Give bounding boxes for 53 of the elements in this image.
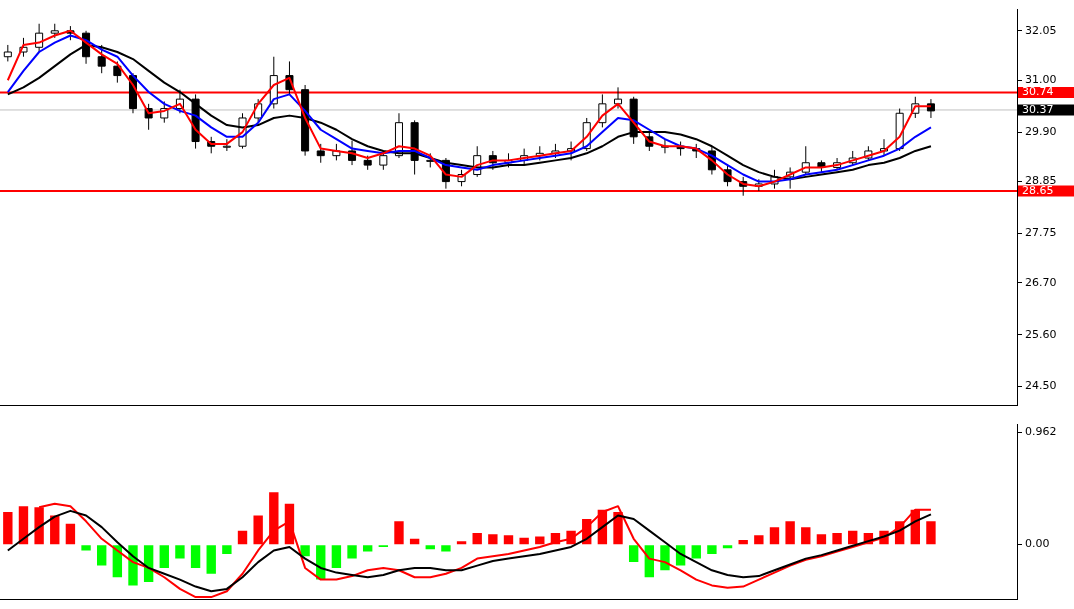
- bar: [488, 534, 498, 545]
- bar: [206, 545, 216, 574]
- bar: [50, 515, 60, 545]
- bar: [801, 527, 811, 545]
- bar: [926, 521, 936, 545]
- bar: [81, 545, 91, 551]
- bar: [362, 545, 373, 552]
- bar: [472, 532, 482, 545]
- bar: [832, 532, 842, 545]
- y-tick-label: 31.00: [1025, 73, 1057, 87]
- bar: [848, 530, 858, 545]
- bar: [707, 545, 717, 554]
- bar: [456, 541, 467, 545]
- bar: [816, 534, 827, 545]
- y-tick-label: 0.00: [1025, 537, 1050, 551]
- y-tick-label: 24.50: [1025, 379, 1057, 393]
- ref-line-label: 28.65: [1022, 183, 1054, 197]
- y-tick-label: 32.05: [1025, 23, 1057, 37]
- bar: [253, 515, 263, 545]
- bar: [347, 545, 357, 559]
- bar: [159, 545, 169, 568]
- bar: [97, 545, 107, 566]
- bar: [331, 545, 342, 568]
- bar: [738, 539, 748, 545]
- bar: [503, 535, 514, 545]
- bar: [237, 530, 248, 545]
- bar: [628, 545, 639, 563]
- bar: [3, 512, 13, 545]
- bar: [18, 506, 29, 545]
- y-tick-label: 0.962: [1025, 425, 1057, 439]
- bar: [769, 527, 780, 545]
- bar: [190, 545, 201, 568]
- bar: [222, 545, 232, 554]
- bar: [519, 537, 529, 545]
- bar: [785, 521, 795, 545]
- y-tick-label: 26.70: [1025, 275, 1057, 289]
- bar: [722, 545, 733, 549]
- ref-line-label: 30.37: [1022, 102, 1054, 116]
- bar: [175, 545, 185, 559]
- bar: [691, 545, 701, 559]
- bar: [754, 535, 764, 545]
- bar: [65, 523, 76, 545]
- y-tick-label: 27.75: [1025, 226, 1057, 240]
- bar: [441, 545, 451, 552]
- ref-line-label: 30.74: [1022, 85, 1054, 99]
- bar: [613, 512, 623, 545]
- bar: [394, 521, 404, 545]
- y-tick-label: 29.90: [1025, 124, 1057, 138]
- y-tick-label: 25.60: [1025, 327, 1057, 341]
- bar: [425, 545, 435, 550]
- bar: [535, 536, 545, 545]
- bar: [409, 538, 420, 545]
- bar: [300, 545, 310, 557]
